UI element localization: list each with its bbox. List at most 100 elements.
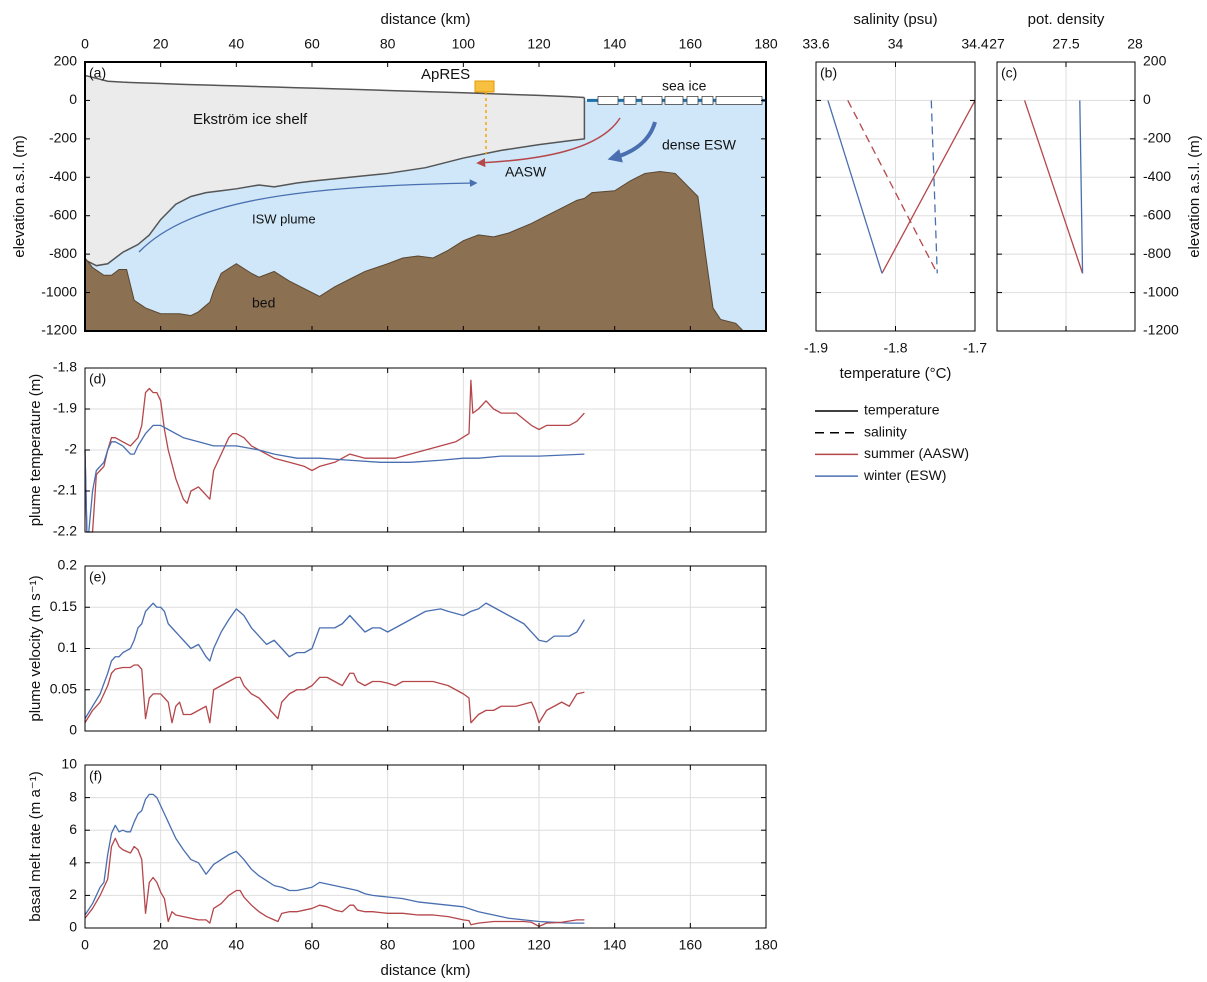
isw-arrow bbox=[138, 179, 478, 253]
y-tick-label: -600 bbox=[49, 206, 77, 222]
y-axis-title: elevation a.s.l. (m) bbox=[11, 135, 28, 258]
panel-label: (a) bbox=[89, 65, 106, 81]
sea-ice-floe bbox=[686, 96, 699, 105]
x-tick-label: 160 bbox=[679, 937, 703, 953]
x-tick-label: -1.7 bbox=[963, 340, 987, 356]
profile-line bbox=[847, 100, 938, 274]
y-tick-label: 0 bbox=[1143, 91, 1151, 107]
x-tick-label: 20 bbox=[153, 937, 169, 953]
bed bbox=[85, 171, 766, 331]
panel-label: (e) bbox=[89, 569, 106, 585]
y-axis-title: elevation a.s.l. (m) bbox=[1186, 135, 1203, 258]
y-axis-title: basal melt rate (m a⁻¹) bbox=[27, 771, 44, 921]
annotation: AASW bbox=[505, 164, 547, 180]
panel-label: (c) bbox=[1001, 65, 1017, 81]
annotation: bed bbox=[252, 295, 275, 311]
y-tick-label: -1.8 bbox=[53, 359, 77, 375]
x-axis-title: distance (km) bbox=[380, 962, 470, 979]
y-tick-label: 8 bbox=[69, 788, 77, 804]
x-tick-label: 100 bbox=[452, 36, 476, 52]
profile-line bbox=[1079, 100, 1084, 274]
x-tick-label: 27 bbox=[989, 36, 1005, 52]
aasw-arrow bbox=[476, 117, 621, 168]
ice-surface bbox=[84, 74, 585, 99]
y-axis-title: plume velocity (m s⁻¹) bbox=[27, 575, 44, 721]
x-tick-label: 60 bbox=[304, 36, 320, 52]
x-tick-label: 80 bbox=[380, 36, 396, 52]
x-axis-title: pot. density bbox=[1028, 11, 1105, 28]
profile-line bbox=[930, 100, 938, 274]
ice-shelf bbox=[85, 75, 585, 266]
x2-tick-label: 34.4 bbox=[961, 36, 988, 52]
x-tick-label: 160 bbox=[679, 36, 703, 52]
y-tick-label: 0 bbox=[69, 722, 77, 738]
x-tick-label: 100 bbox=[452, 937, 476, 953]
annotation: ApRES bbox=[421, 66, 470, 83]
y-tick-label: 200 bbox=[1143, 53, 1167, 69]
y-tick-label: -600 bbox=[1143, 206, 1171, 222]
y-tick-label: -200 bbox=[49, 130, 77, 146]
sea-ice-floe bbox=[623, 96, 637, 105]
panel-label: (b) bbox=[820, 65, 837, 81]
x-tick-label: 0 bbox=[81, 937, 89, 953]
x-tick-label: 180 bbox=[754, 937, 778, 953]
y-tick-label: 4 bbox=[69, 854, 77, 870]
profile-line bbox=[827, 100, 883, 274]
y-tick-label: 2 bbox=[69, 886, 77, 902]
data-line bbox=[84, 837, 585, 928]
profile-line bbox=[1023, 100, 1084, 274]
legend-label: summer (AASW) bbox=[864, 445, 969, 461]
x2-tick-label: 33.6 bbox=[802, 36, 829, 52]
x-tick-label: 40 bbox=[229, 937, 245, 953]
x-tick-label: 40 bbox=[229, 36, 245, 52]
x-tick-label: 140 bbox=[603, 937, 627, 953]
y-tick-label: -1000 bbox=[41, 283, 77, 299]
esw-arrow bbox=[607, 121, 657, 163]
panel-label: (f) bbox=[89, 768, 102, 784]
x-tick-label: -1.9 bbox=[804, 340, 828, 356]
data-line bbox=[84, 424, 585, 533]
x-tick-label: 140 bbox=[603, 36, 627, 52]
x2-axis-title: salinity (psu) bbox=[853, 11, 937, 28]
y-tick-label: -1200 bbox=[41, 322, 77, 338]
apres-marker bbox=[474, 80, 495, 93]
y-tick-label: -1000 bbox=[1143, 283, 1179, 299]
x-tick-label: 28 bbox=[1127, 36, 1143, 52]
x-tick-label: 60 bbox=[304, 937, 320, 953]
y-tick-label: 10 bbox=[61, 756, 77, 772]
y-tick-label: 0.1 bbox=[58, 639, 78, 655]
annotation: ISW plume bbox=[252, 211, 316, 226]
panel-label: (d) bbox=[89, 371, 106, 387]
annotation: sea ice bbox=[662, 78, 707, 94]
sea-ice-floe bbox=[701, 96, 714, 105]
x-tick-label: -1.8 bbox=[883, 340, 907, 356]
y-tick-label: -400 bbox=[49, 168, 77, 184]
y-tick-label: -800 bbox=[49, 245, 77, 261]
x-axis-title: temperature (°C) bbox=[840, 365, 952, 382]
y-tick-label: -2 bbox=[65, 441, 78, 457]
axes-frame bbox=[84, 61, 767, 332]
legend-label: temperature bbox=[864, 402, 940, 418]
data-line bbox=[84, 793, 585, 924]
sea-ice-floe bbox=[664, 96, 684, 105]
y-tick-label: 0 bbox=[69, 919, 77, 935]
legend-label: salinity bbox=[864, 423, 907, 439]
annotation: Ekström ice shelf bbox=[193, 111, 308, 128]
x-tick-label: 80 bbox=[380, 937, 396, 953]
y-tick-label: -1.9 bbox=[53, 400, 77, 416]
x-tick-label: 180 bbox=[754, 36, 778, 52]
data-line bbox=[84, 379, 585, 533]
x2-tick-label: 34 bbox=[888, 36, 904, 52]
legend-label: winter (ESW) bbox=[863, 467, 946, 483]
y-tick-label: 0 bbox=[69, 91, 77, 107]
sea-ice-floe bbox=[715, 96, 763, 105]
sea-ice-floe bbox=[641, 96, 663, 105]
y-tick-label: 0.2 bbox=[58, 557, 78, 573]
y-tick-label: 0.05 bbox=[50, 680, 77, 696]
y-tick-label: -200 bbox=[1143, 130, 1171, 146]
x-tick-label: 120 bbox=[527, 36, 551, 52]
annotation: dense ESW bbox=[662, 137, 737, 153]
y-tick-label: -1200 bbox=[1143, 322, 1179, 338]
data-line bbox=[84, 664, 585, 724]
